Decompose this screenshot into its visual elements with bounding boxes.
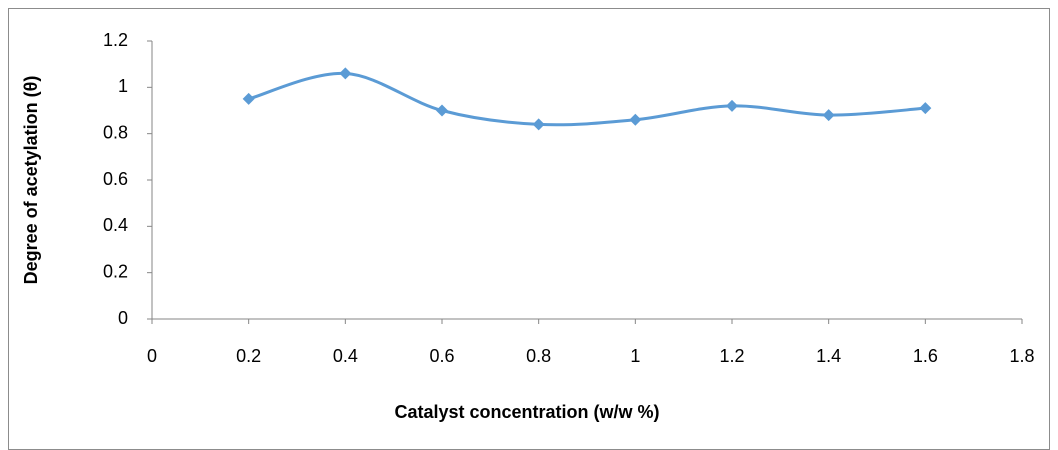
y-tick-label: 0.8 <box>103 122 128 142</box>
x-tick-label: 0.4 <box>333 346 358 366</box>
data-point <box>532 118 545 131</box>
x-tick-label: 1.8 <box>1009 346 1034 366</box>
data-point <box>822 109 835 122</box>
x-tick-label: 0 <box>147 346 157 366</box>
x-tick-label: 1.2 <box>719 346 744 366</box>
y-tick-label: 1 <box>118 76 128 96</box>
x-tick-label: 1.4 <box>816 346 841 366</box>
data-point <box>436 104 448 117</box>
x-tick-label: 1.6 <box>913 346 938 366</box>
data-point <box>242 92 255 105</box>
data-point <box>919 102 932 115</box>
data-point <box>726 99 738 112</box>
y-tick-label: 0.6 <box>103 169 128 189</box>
x-tick-label: 0.6 <box>429 346 454 366</box>
x-tick-label: 0.8 <box>526 346 551 366</box>
x-tick-label: 0.2 <box>236 346 261 366</box>
x-axis-label: Catalyst concentration (w/w %) <box>394 402 659 422</box>
chart-border <box>8 8 1050 450</box>
y-tick-label: 0.2 <box>103 261 128 281</box>
y-tick-label: 0 <box>118 308 128 328</box>
x-tick-label: 1 <box>630 346 640 366</box>
y-axis-label: Degree of acetylation (θ) <box>21 76 41 285</box>
y-tick-label: 1.2 <box>103 30 128 50</box>
data-point <box>629 113 642 126</box>
y-tick-label: 0.4 <box>103 215 128 235</box>
data-point <box>339 67 352 80</box>
